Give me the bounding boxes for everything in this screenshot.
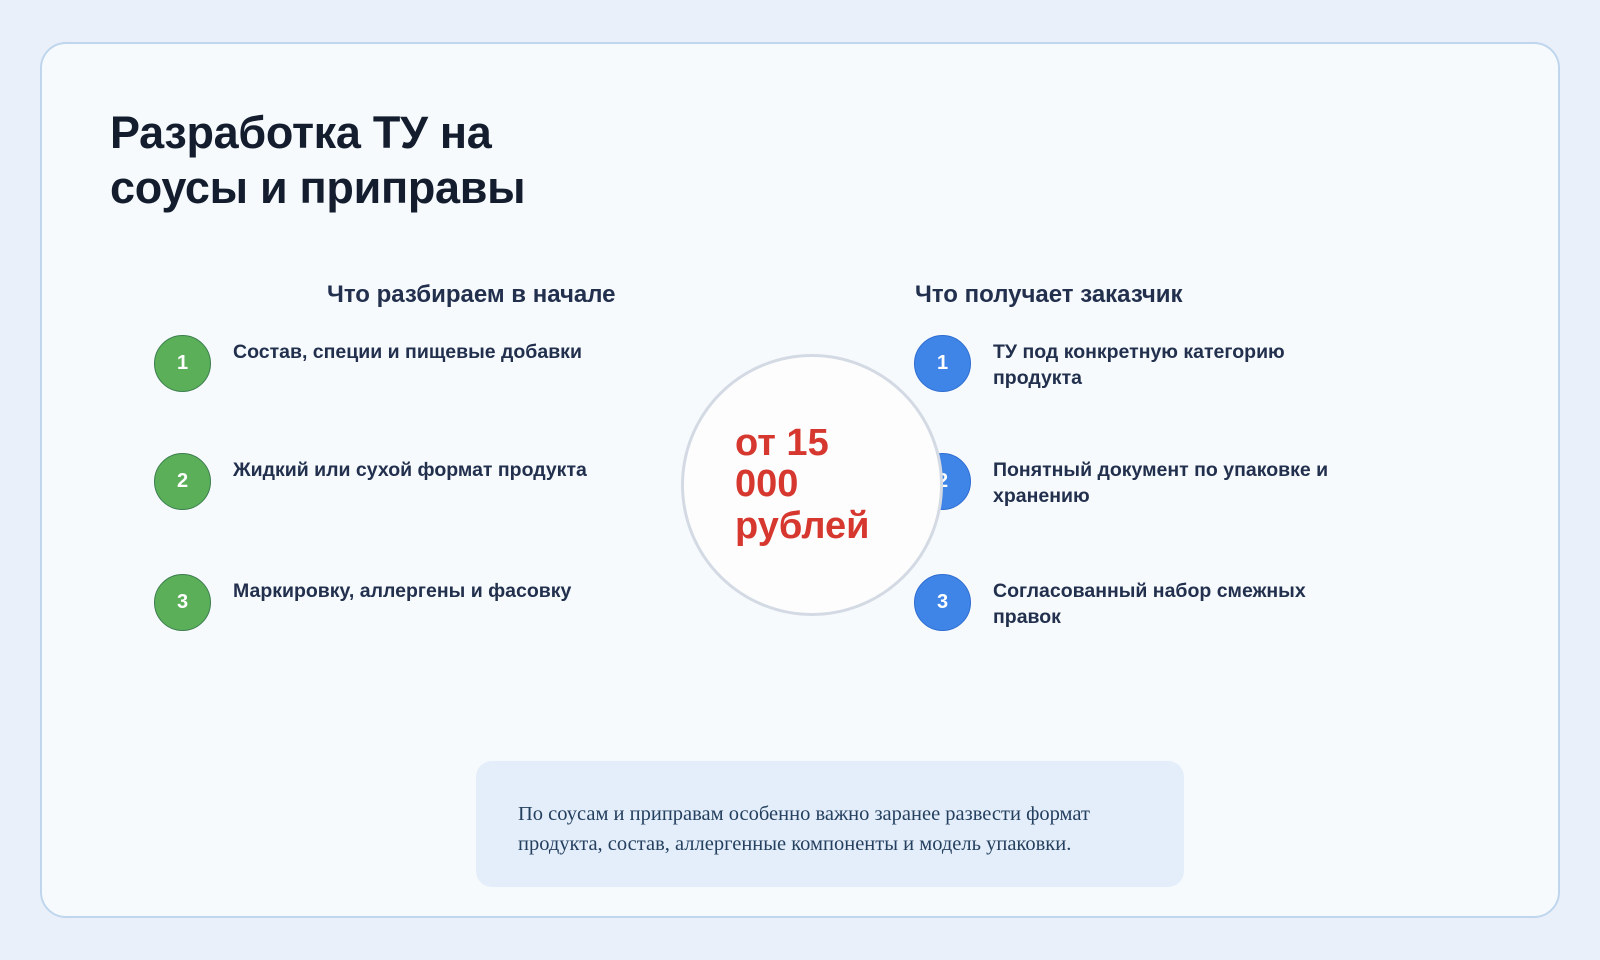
right-list-item-3: 3 Согласованный набор смежных правок	[914, 572, 1334, 631]
left-list-item-2: 2 Жидкий или сухой формат продукта	[154, 451, 624, 510]
right-list-item-2: 2 Понятный документ по упаковке и хранен…	[914, 451, 1334, 510]
right-item-label: Согласованный набор смежных правок	[993, 580, 1306, 628]
left-list-item-1: 1 Состав, специи и пищевые добавки	[154, 333, 624, 392]
content-card: Разработка ТУ на соусы и приправы Что ра…	[40, 42, 1560, 918]
price-badge: от 15 000 рублей	[681, 354, 943, 616]
bullet-number: 1	[936, 352, 949, 374]
bullet-number-badge: 3	[154, 574, 211, 631]
bullet-number: 1	[176, 352, 189, 374]
left-item-label: Маркировку, аллергены и фасовку	[233, 580, 572, 602]
bullet-number-badge: 1	[914, 335, 971, 392]
right-column-heading: Что получает заказчик	[915, 281, 1183, 308]
bullet-number: 2	[176, 470, 189, 492]
bullet-number: 3	[936, 591, 949, 613]
page-title: Разработка ТУ на соусы и приправы	[110, 107, 526, 213]
note-box: По соусам и приправам особенно важно зар…	[476, 761, 1184, 887]
left-column-heading: Что разбираем в начале	[327, 281, 616, 308]
right-item-label: Понятный документ по упаковке и хранению	[993, 459, 1329, 507]
bullet-number-badge: 2	[154, 453, 211, 510]
right-item-label: ТУ под конкретную категорию продукта	[993, 341, 1285, 389]
price-badge-label: от 15 000 рублей	[735, 422, 870, 547]
left-item-label: Состав, специи и пищевые добавки	[233, 341, 582, 363]
right-list-item-1: 1 ТУ под конкретную категорию продукта	[914, 333, 1334, 392]
note-text: По соусам и приправам особенно важно зар…	[518, 803, 1090, 856]
bullet-number: 3	[176, 591, 189, 613]
bullet-number-badge: 1	[154, 335, 211, 392]
bullet-number-badge: 3	[914, 574, 971, 631]
left-item-label: Жидкий или сухой формат продукта	[233, 459, 587, 481]
left-list-item-3: 3 Маркировку, аллергены и фасовку	[154, 572, 624, 631]
